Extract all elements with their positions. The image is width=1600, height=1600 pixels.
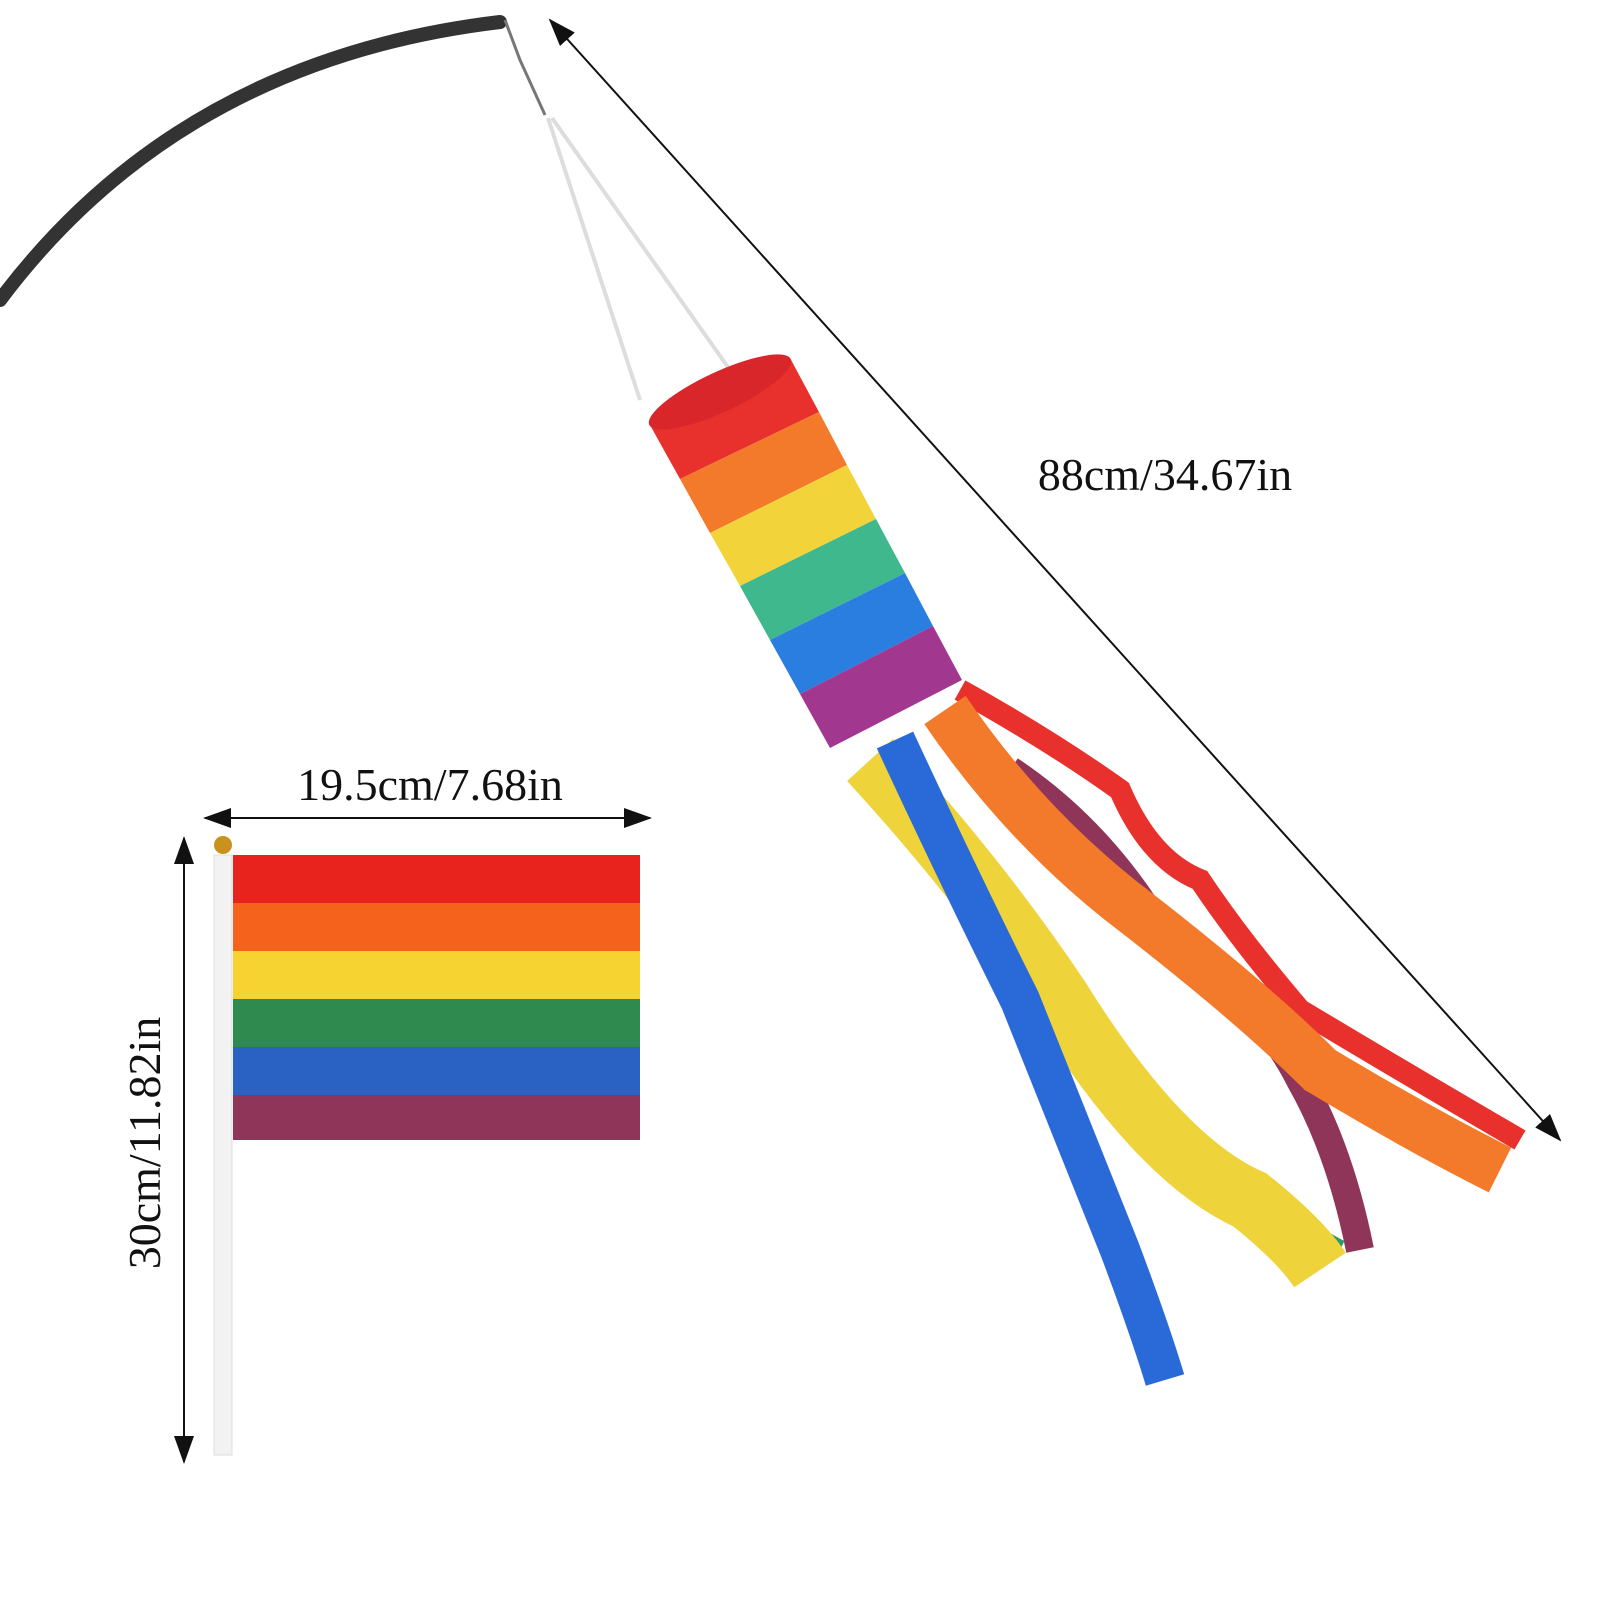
dimension-label: 30cm/11.82in xyxy=(119,1017,170,1270)
dimension-label: 88cm/34.67in xyxy=(1038,449,1292,500)
flag xyxy=(213,836,640,1456)
dimension-label: 19.5cm/7.68in xyxy=(297,759,563,810)
pole xyxy=(0,15,507,307)
dimension-arrow xyxy=(548,18,1562,1142)
swivel-clip xyxy=(503,19,547,116)
